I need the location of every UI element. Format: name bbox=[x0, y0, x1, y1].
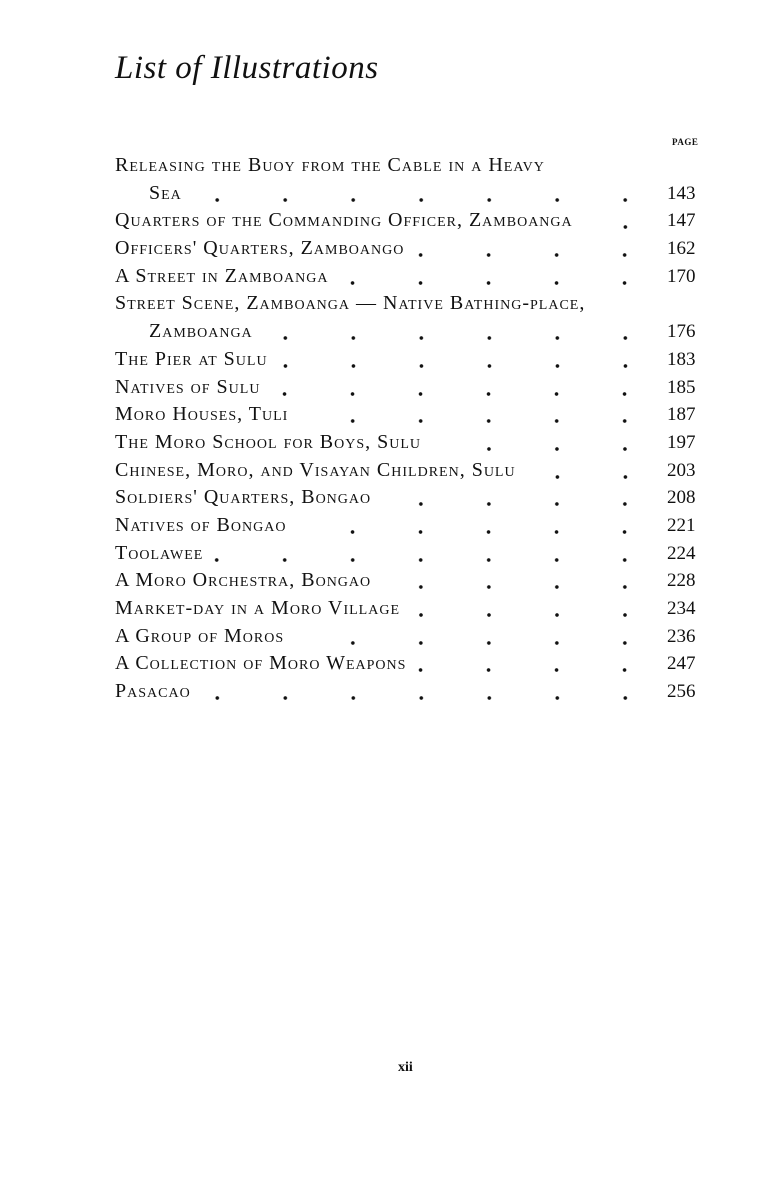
list-item: Pasacao 256 bbox=[115, 678, 707, 706]
dot-leader bbox=[292, 622, 659, 651]
entry-page-number: 236 bbox=[667, 625, 696, 647]
list-item: The Pier at Sulu 183 bbox=[115, 345, 707, 374]
entry-page-number: 247 bbox=[667, 653, 696, 675]
entry-page-number: 143 bbox=[667, 182, 696, 204]
entry-label: Officers' Quarters, Zamboango bbox=[115, 237, 405, 260]
page-column-label: PAGE bbox=[672, 137, 699, 147]
list-item: A Group of Moros 236 bbox=[115, 622, 707, 651]
entry-page-number: 224 bbox=[667, 542, 696, 564]
illustrations-list: Releasing the Buoy from the Cable in a H… bbox=[115, 152, 707, 706]
entry-page-number: 183 bbox=[667, 348, 696, 370]
entry-page-number: 162 bbox=[667, 238, 696, 260]
entry-page-number: 256 bbox=[667, 681, 696, 703]
entry-label: A Group of Moros bbox=[115, 624, 285, 647]
dot-leader bbox=[523, 456, 659, 485]
entry-label: Moro Houses, Tuli bbox=[115, 403, 289, 426]
entry-page-number: 185 bbox=[667, 376, 696, 398]
entry-page-number: 147 bbox=[667, 210, 696, 232]
entry-page-number: 197 bbox=[667, 431, 696, 453]
dot-leader bbox=[296, 401, 659, 429]
entry-label: Sea bbox=[149, 181, 182, 204]
dot-leader bbox=[260, 318, 659, 346]
list-item: Zamboanga 176 bbox=[115, 318, 707, 346]
entry-label: Chinese, Moro, and Visayan Children, Sul… bbox=[115, 458, 516, 481]
dot-leader bbox=[553, 152, 659, 180]
page-folio: xii bbox=[398, 1060, 413, 1075]
dot-leader bbox=[189, 179, 659, 208]
list-item: Quarters of the Commanding Officer, Zamb… bbox=[115, 207, 707, 236]
list-item: Officers' Quarters, Zamboango 162 bbox=[115, 235, 707, 263]
list-item: Street Scene, Zamboanga — Native Bathing… bbox=[115, 290, 707, 318]
entry-label: Market-day in a Moro Village bbox=[115, 597, 400, 619]
list-item: Natives of Bongao 221 bbox=[115, 511, 707, 540]
list-item: A Moro Orchestra, Bongao 228 bbox=[115, 567, 707, 595]
entry-page-number: 228 bbox=[667, 570, 696, 592]
dot-leader bbox=[275, 345, 659, 374]
list-item: Soldiers' Quarters, Bongao 208 bbox=[115, 484, 707, 512]
entry-label: Zamboanga bbox=[149, 320, 253, 343]
entry-label: Natives of Bongao bbox=[115, 513, 287, 536]
list-item: A Street in Zamboanga 170 bbox=[115, 262, 707, 291]
dot-leader bbox=[379, 567, 659, 595]
entry-page-number: 176 bbox=[667, 321, 696, 343]
dot-leader bbox=[198, 678, 659, 706]
list-item: Sea 143 bbox=[115, 179, 707, 208]
entry-label: Soldiers' Quarters, Bongao bbox=[115, 486, 372, 509]
dot-leader bbox=[408, 595, 659, 623]
list-item: Chinese, Moro, and Visayan Children, Sul… bbox=[115, 456, 707, 485]
list-item: Releasing the Buoy from the Cable in a H… bbox=[115, 152, 707, 180]
page-title: List of Illustrations bbox=[115, 50, 379, 86]
entry-label: A Street in Zamboanga bbox=[115, 264, 329, 287]
entry-label: Pasacao bbox=[115, 680, 191, 703]
list-item: Market-day in a Moro Village 234 bbox=[115, 595, 707, 623]
list-item: Natives of Sulu 185 bbox=[115, 373, 707, 402]
entry-page-number: 170 bbox=[667, 265, 696, 287]
entry-label: Natives of Sulu bbox=[115, 375, 261, 398]
entry-label: Quarters of the Commanding Officer, Zamb… bbox=[115, 209, 573, 232]
dot-leader bbox=[593, 290, 659, 318]
dot-leader bbox=[580, 207, 659, 236]
dot-leader bbox=[414, 650, 659, 679]
dot-leader bbox=[268, 373, 659, 402]
entry-page-number: 221 bbox=[667, 514, 696, 536]
list-item: A Collection of Moro Weapons 247 bbox=[115, 650, 707, 679]
dot-leader bbox=[336, 262, 659, 291]
entry-label: Toolawee bbox=[115, 541, 204, 564]
entry-page-number: 203 bbox=[667, 459, 696, 481]
entry-page-number: 234 bbox=[667, 598, 696, 619]
list-item: The Moro School for Boys, Sulu 197 bbox=[115, 428, 707, 457]
entry-page-number: 187 bbox=[667, 404, 696, 426]
entry-label: A Collection of Moro Weapons bbox=[115, 652, 407, 675]
dot-leader bbox=[294, 511, 659, 540]
dot-leader bbox=[429, 428, 659, 457]
entry-label: Releasing the Buoy from the Cable in a H… bbox=[115, 154, 545, 176]
entry-label: A Moro Orchestra, Bongao bbox=[115, 569, 372, 592]
entry-label: Street Scene, Zamboanga — Native Bathing… bbox=[115, 292, 586, 315]
dot-leader bbox=[412, 235, 659, 263]
list-item: Toolawee 224 bbox=[115, 539, 707, 568]
dot-leader bbox=[211, 539, 659, 568]
entry-label: The Pier at Sulu bbox=[115, 347, 268, 370]
entry-page-number: 208 bbox=[667, 487, 696, 509]
entry-label: The Moro School for Boys, Sulu bbox=[115, 430, 422, 453]
list-item: Moro Houses, Tuli 187 bbox=[115, 401, 707, 429]
dot-leader bbox=[379, 484, 659, 512]
